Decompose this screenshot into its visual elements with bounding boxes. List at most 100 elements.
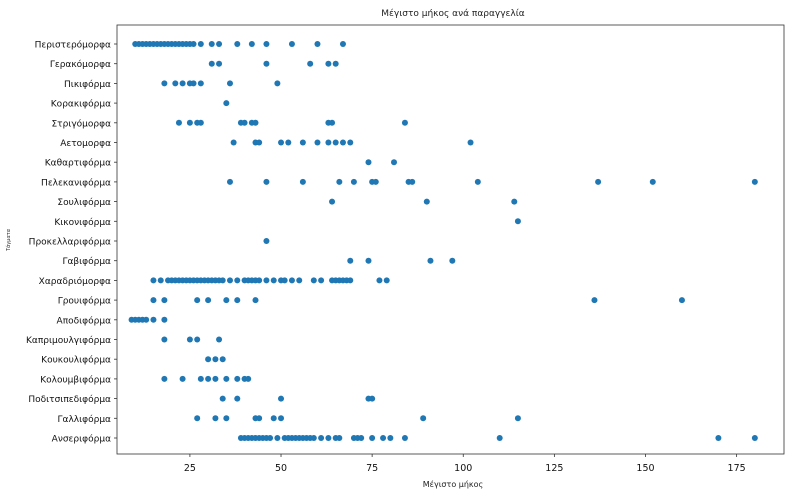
data-point bbox=[318, 277, 325, 284]
data-points bbox=[128, 41, 758, 441]
data-point bbox=[161, 316, 168, 323]
data-point bbox=[274, 80, 281, 87]
y-tick-label: Προκελλαριφόρμα bbox=[29, 237, 111, 248]
data-point bbox=[715, 435, 722, 441]
data-point bbox=[205, 375, 212, 382]
data-point bbox=[263, 178, 270, 185]
data-point bbox=[449, 257, 456, 264]
data-point bbox=[252, 119, 259, 126]
data-point bbox=[256, 277, 263, 284]
data-point bbox=[514, 415, 521, 422]
y-axis-label: Τάγματα bbox=[5, 228, 12, 252]
data-point bbox=[190, 80, 197, 87]
data-point bbox=[150, 297, 157, 304]
data-point bbox=[467, 139, 474, 146]
data-point bbox=[347, 139, 354, 146]
x-tick-label: 100 bbox=[454, 463, 472, 474]
data-point bbox=[332, 60, 339, 67]
y-tick-label: Περιστερόμορφα bbox=[35, 40, 111, 51]
data-point bbox=[409, 178, 416, 185]
data-point bbox=[299, 139, 306, 146]
data-point bbox=[219, 395, 226, 402]
data-point bbox=[383, 277, 390, 284]
data-point bbox=[256, 139, 263, 146]
data-point bbox=[234, 277, 241, 284]
data-point bbox=[325, 60, 332, 67]
data-point bbox=[205, 297, 212, 304]
y-tick-label: Σουλιφόρμα bbox=[57, 197, 111, 208]
data-point bbox=[194, 336, 201, 343]
data-point bbox=[474, 178, 481, 185]
x-axis-label: Μέγιστο μήκος bbox=[423, 479, 483, 489]
data-point bbox=[288, 41, 295, 47]
y-tick-label: Ποδιτσιπεδιφόρμα bbox=[28, 394, 111, 405]
y-tick-label: Γαλλιφόρμα bbox=[58, 414, 112, 425]
x-tick-label: 75 bbox=[366, 463, 378, 474]
data-point bbox=[234, 297, 241, 304]
data-point bbox=[143, 316, 150, 323]
data-point bbox=[336, 435, 343, 441]
data-point bbox=[197, 119, 204, 126]
data-point bbox=[347, 277, 354, 284]
data-point bbox=[161, 336, 168, 343]
data-point bbox=[226, 80, 233, 87]
data-point bbox=[270, 277, 277, 284]
data-point bbox=[226, 178, 233, 185]
chart-title: Μέγιστο μήκος ανά παραγγελία bbox=[381, 8, 525, 19]
data-point bbox=[175, 119, 182, 126]
y-tick-labels: Περιστερόμορφα Γερακόμορφα Πικιφόρμα Κορακι… bbox=[26, 40, 117, 445]
data-point bbox=[369, 395, 376, 402]
y-tick-label: Ανσεριφόρμα bbox=[52, 434, 111, 445]
y-tick-label: Αετομορφα bbox=[60, 139, 111, 149]
x-tick-label: 25 bbox=[184, 463, 196, 474]
x-tick-label: 175 bbox=[728, 463, 746, 474]
data-point bbox=[274, 435, 281, 441]
data-point bbox=[314, 41, 321, 47]
data-point bbox=[401, 435, 408, 441]
data-point bbox=[299, 178, 306, 185]
y-tick-label: Χαραδριόμορφα bbox=[39, 276, 111, 287]
data-point bbox=[511, 198, 518, 205]
data-point bbox=[296, 277, 303, 284]
data-point bbox=[234, 395, 241, 402]
data-point bbox=[369, 435, 376, 441]
data-point bbox=[234, 375, 241, 382]
data-point bbox=[514, 218, 521, 225]
data-point bbox=[310, 435, 317, 441]
data-point bbox=[161, 375, 168, 382]
data-point bbox=[751, 178, 758, 185]
data-point bbox=[376, 277, 383, 284]
data-point bbox=[186, 336, 193, 343]
data-point bbox=[197, 375, 204, 382]
y-tick-label: Αποδιφόρμα bbox=[57, 315, 112, 326]
data-point bbox=[256, 415, 263, 422]
y-tick-label: Καπριμουλγιφόρμα bbox=[26, 335, 111, 346]
x-tick-label: 50 bbox=[275, 463, 287, 474]
data-point bbox=[234, 41, 241, 47]
x-ticks: 25 50 75 100 125 150 175 bbox=[184, 454, 746, 474]
data-point bbox=[223, 375, 230, 382]
data-point bbox=[387, 435, 394, 441]
data-point bbox=[270, 415, 277, 422]
data-point bbox=[157, 277, 164, 284]
data-point bbox=[278, 395, 285, 402]
data-point bbox=[285, 139, 292, 146]
data-point bbox=[329, 198, 336, 205]
y-tick-label: Κουκουλιφόρμα bbox=[41, 355, 111, 366]
data-point bbox=[216, 41, 223, 47]
data-point bbox=[223, 297, 230, 304]
y-tick-label: Στριγόμορφα bbox=[51, 118, 111, 129]
data-point bbox=[212, 356, 219, 363]
data-point bbox=[267, 435, 274, 441]
data-point bbox=[401, 119, 408, 126]
data-point bbox=[216, 336, 223, 343]
data-point bbox=[208, 60, 215, 67]
data-point bbox=[252, 297, 259, 304]
y-tick-label: Γερακόμορφα bbox=[50, 59, 111, 70]
data-point bbox=[186, 119, 193, 126]
y-tick-label: Γρουιφόρμα bbox=[58, 296, 111, 307]
data-point bbox=[314, 139, 321, 146]
data-point bbox=[278, 139, 285, 146]
x-tick-label: 150 bbox=[636, 463, 654, 474]
